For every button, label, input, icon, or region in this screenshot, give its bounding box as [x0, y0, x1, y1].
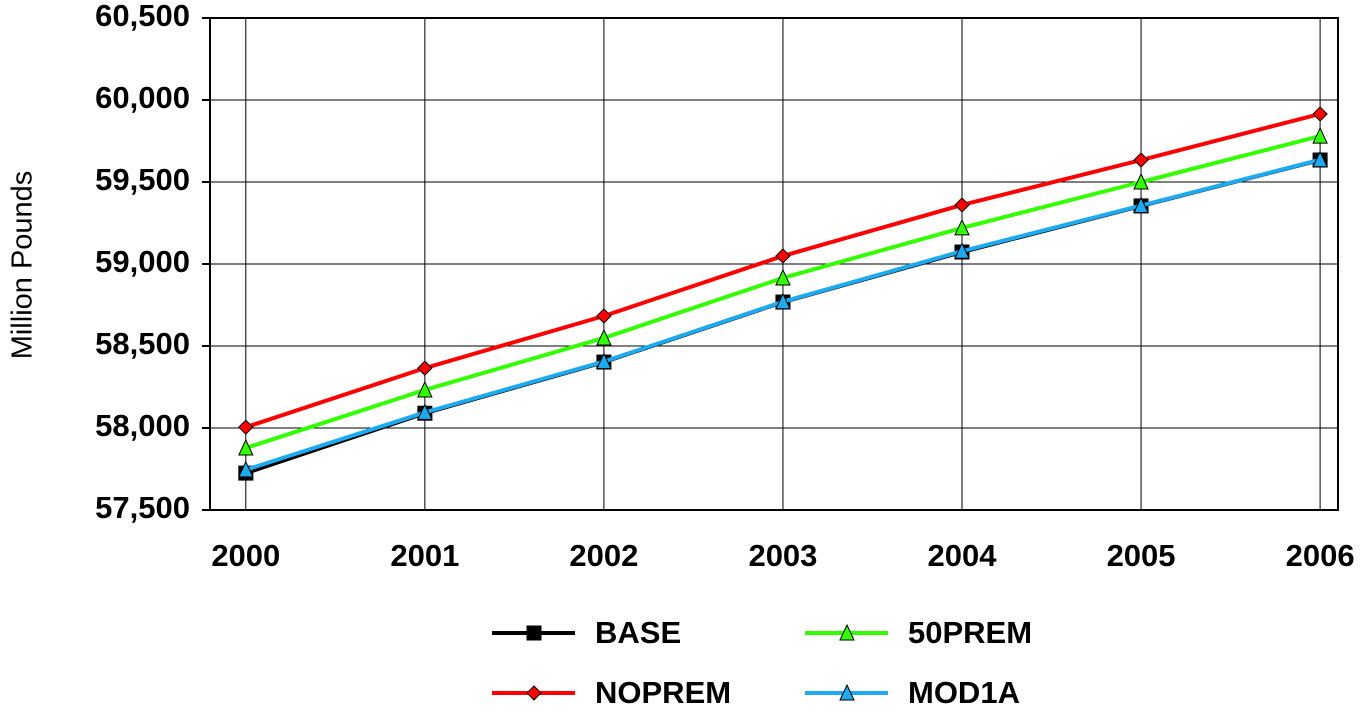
data-point	[954, 197, 970, 213]
data-point	[417, 380, 433, 398]
plot-border	[209, 17, 1339, 511]
x-tick-label: 2002	[569, 538, 638, 573]
data-point	[238, 419, 254, 435]
x-tick-label: 2005	[1107, 538, 1176, 573]
data-point	[596, 328, 612, 346]
data-point	[775, 268, 791, 286]
x-tick-label: 2004	[928, 538, 998, 573]
data-point	[238, 438, 254, 456]
legend-label: 50PREM	[908, 615, 1032, 650]
legend-marker	[526, 685, 542, 701]
y-tick-label: 58,000	[95, 408, 190, 443]
data-point	[238, 460, 254, 478]
y-tick-label: 58,500	[95, 326, 190, 361]
y-tick-label: 60,500	[95, 0, 190, 33]
data-point	[596, 308, 612, 324]
data-point	[596, 352, 612, 370]
data-point	[1312, 150, 1328, 168]
x-tick-label: 2006	[1286, 538, 1355, 573]
legend-label: BASE	[595, 615, 681, 650]
x-tick-label: 2000	[211, 538, 280, 573]
legend-label: MOD1A	[908, 675, 1020, 710]
legend-label: NOPREM	[595, 675, 731, 710]
y-tick-label: 59,000	[95, 244, 190, 279]
y-tick-label: 59,500	[95, 162, 190, 197]
y-axis-label: Million Pounds	[7, 171, 39, 360]
data-point	[954, 242, 970, 259]
y-tick-label: 57,500	[95, 490, 190, 525]
y-tick-label: 60,000	[95, 80, 190, 115]
legend-marker	[839, 623, 855, 641]
data-point	[775, 248, 791, 264]
legend-marker	[839, 683, 855, 701]
x-tick-label: 2003	[748, 538, 817, 573]
x-tick-label: 2001	[390, 538, 459, 573]
data-point	[1133, 172, 1149, 190]
data-point	[775, 292, 791, 310]
data-point	[1312, 126, 1328, 144]
data-point	[417, 403, 433, 420]
data-point	[417, 360, 433, 376]
legend-marker	[526, 625, 542, 641]
data-point	[1312, 106, 1328, 122]
data-point	[954, 218, 970, 236]
data-point	[1133, 196, 1149, 214]
data-point	[1133, 152, 1149, 168]
